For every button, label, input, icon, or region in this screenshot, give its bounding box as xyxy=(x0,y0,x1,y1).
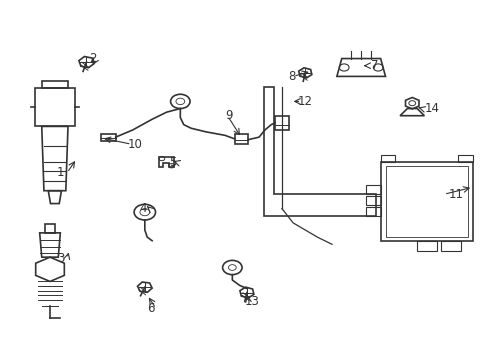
Text: 9: 9 xyxy=(224,109,232,122)
Text: 6: 6 xyxy=(147,302,154,315)
Text: 3: 3 xyxy=(57,252,64,265)
Bar xyxy=(416,241,436,251)
Bar xyxy=(101,134,116,141)
Bar xyxy=(380,155,394,162)
Bar xyxy=(458,155,472,162)
Text: 8: 8 xyxy=(287,70,295,83)
Bar xyxy=(441,241,460,251)
Text: 4: 4 xyxy=(140,202,147,215)
Text: 10: 10 xyxy=(127,138,142,151)
Bar xyxy=(366,196,380,205)
Text: 2: 2 xyxy=(89,52,96,65)
Text: 7: 7 xyxy=(370,59,378,72)
Bar xyxy=(366,185,380,194)
Text: 14: 14 xyxy=(424,102,439,115)
Text: 1: 1 xyxy=(57,166,64,179)
Bar xyxy=(234,134,248,144)
Text: 5: 5 xyxy=(169,156,176,168)
Text: 12: 12 xyxy=(297,95,312,108)
Text: 11: 11 xyxy=(448,188,463,201)
Bar xyxy=(275,116,288,130)
Text: 13: 13 xyxy=(244,295,259,308)
Bar xyxy=(366,207,380,216)
